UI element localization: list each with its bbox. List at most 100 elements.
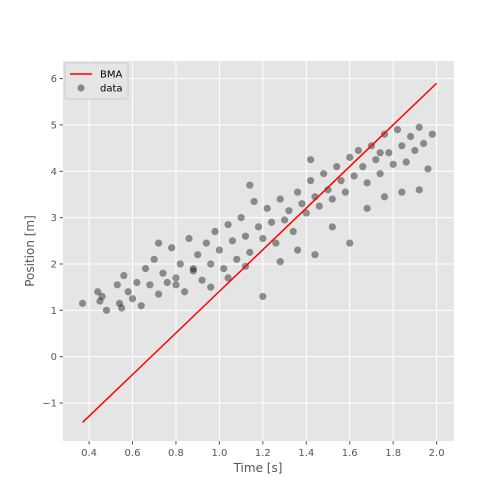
x-tick-label: 0.6 [125, 448, 141, 459]
data-point [276, 195, 284, 203]
data-point [246, 181, 254, 189]
data-point [215, 246, 223, 254]
data-point [372, 156, 380, 164]
y-tick-label: 0 [51, 352, 57, 363]
data-point [415, 186, 423, 194]
legend-box [64, 62, 129, 100]
data-point [150, 255, 158, 263]
data-point [233, 255, 241, 263]
data-point [285, 207, 293, 215]
data-point [207, 260, 215, 268]
data-point [298, 200, 306, 208]
data-point [259, 234, 267, 243]
data-point [402, 158, 410, 166]
data-point [176, 260, 184, 268]
data-point [224, 274, 232, 282]
data-point [124, 288, 132, 296]
x-tick-label: 0.4 [81, 448, 97, 459]
data-point [315, 202, 323, 210]
data-point [376, 149, 384, 157]
data-point [141, 265, 150, 273]
plot-background [63, 61, 454, 441]
x-tick-label: 1.8 [385, 448, 401, 459]
data-point [424, 165, 432, 173]
data-point [211, 227, 219, 236]
data-point [406, 132, 415, 141]
data-point [307, 156, 315, 164]
data-point [263, 204, 271, 212]
data-point [341, 188, 349, 196]
data-point [350, 172, 358, 180]
data-point [181, 288, 189, 296]
data-point [337, 176, 345, 185]
data-point [311, 251, 319, 259]
data-point [246, 248, 254, 256]
data-point [398, 142, 406, 150]
data-point [333, 163, 341, 171]
data-point [346, 239, 354, 247]
x-tick-label: 0.8 [168, 448, 184, 459]
y-tick-label: 1 [51, 306, 57, 317]
data-point [146, 281, 154, 289]
data-point [220, 265, 228, 273]
data-point [241, 232, 250, 240]
data-point [189, 265, 197, 273]
y-tick-label: 2 [51, 259, 57, 270]
data-point [168, 244, 176, 252]
data-point [276, 258, 284, 266]
x-tick-label: 1.2 [255, 448, 271, 459]
data-point [380, 193, 389, 201]
data-point [289, 227, 297, 236]
data-point [411, 146, 419, 155]
x-tick-label: 1.6 [342, 448, 358, 459]
data-point [194, 251, 202, 259]
x-tick-label: 1.0 [211, 448, 227, 459]
legend-point-swatch [77, 84, 85, 92]
data-point [354, 146, 363, 155]
y-tick-label: 5 [51, 120, 57, 131]
data-point [415, 123, 423, 131]
data-point [359, 163, 367, 171]
data-point [224, 220, 232, 229]
data-point [120, 271, 128, 280]
data-point [207, 283, 215, 291]
bma-line [82, 82, 438, 424]
x-ticks: 0.4 0.6 0.8 1.0 1.2 1.4 1.6 1.8 2.0 [81, 441, 445, 459]
data-point [113, 281, 121, 289]
data-point [94, 288, 102, 296]
data-point [259, 292, 267, 301]
data-point [385, 149, 393, 157]
legend-point-label: data [100, 84, 123, 95]
data-point [128, 295, 137, 303]
data-point [363, 204, 371, 212]
data-point [302, 209, 310, 217]
data-point [185, 234, 193, 243]
data-point [376, 170, 384, 178]
data-point [267, 218, 276, 226]
y-tick-label: 4 [51, 167, 57, 178]
x-axis-label: Time [s] [233, 461, 283, 475]
data-point [102, 306, 111, 314]
x-tick-label: 2.0 [429, 448, 445, 459]
data-point [137, 302, 145, 310]
data-point [328, 195, 336, 203]
data-point [98, 292, 106, 301]
data-point [237, 214, 245, 222]
data-point [159, 269, 167, 277]
data-point [398, 188, 406, 196]
data-point [280, 216, 289, 224]
data-point [254, 223, 263, 231]
data-point [428, 130, 436, 138]
data-point [393, 125, 402, 134]
y-tick-label: 6 [51, 74, 57, 85]
line-series [82, 82, 438, 424]
data-point [172, 281, 180, 289]
data-point [96, 297, 104, 305]
data-point [419, 139, 428, 148]
data-point [172, 274, 180, 282]
x-tick-label: 1.4 [298, 448, 314, 459]
legend: BMA data [64, 62, 129, 100]
data-point [294, 188, 302, 196]
data-point [189, 267, 197, 275]
